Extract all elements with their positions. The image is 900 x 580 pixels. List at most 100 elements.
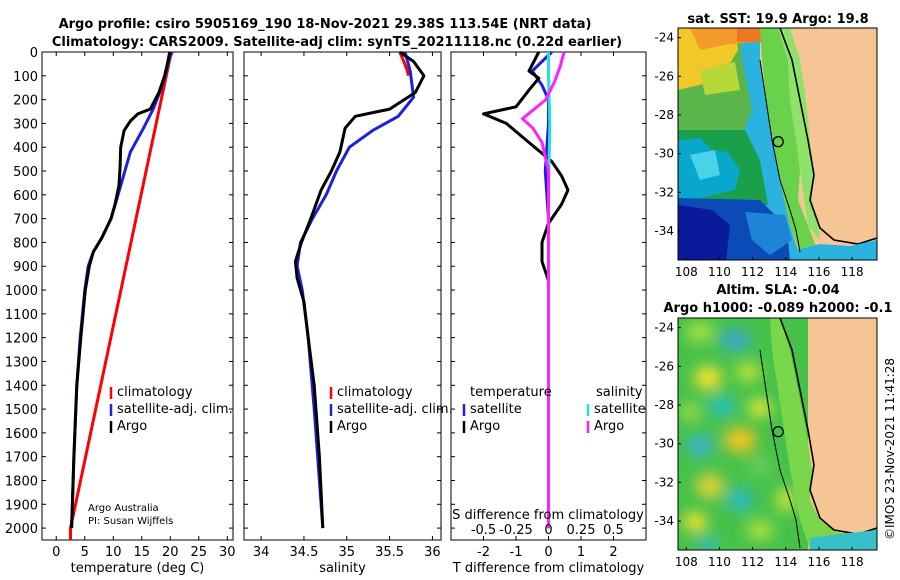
sla-map-frame (677, 317, 878, 551)
s-tick-label: 0.25 (567, 523, 596, 538)
x-tick-label: 25 (191, 545, 208, 560)
y-tick-label: -26 (654, 359, 674, 373)
y-tick-label: 900 (13, 260, 38, 275)
y-tick-label: 1600 (5, 427, 38, 442)
s-tick-label: 0 (544, 523, 552, 538)
y-tick-label: -26 (654, 69, 674, 83)
x-tick-label: 118 (841, 555, 864, 569)
sst-coastline (779, 28, 877, 245)
x-tick-label: 10 (105, 545, 122, 560)
legend-label-t-satellite: satellite (470, 402, 522, 417)
credit-line1: Argo Australia (88, 503, 159, 514)
x-axis-label: T difference from climatology (452, 561, 645, 576)
x-tick-label: -2 (477, 545, 490, 560)
sst-map-image (678, 28, 877, 260)
y-tick-label: -28 (654, 108, 674, 122)
plot-frame (243, 51, 442, 541)
sst-map-title: sat. SST: 19.9 Argo: 19.8 (687, 12, 868, 27)
x-tick-label: 110 (708, 555, 731, 569)
x-tick-label: 112 (741, 265, 764, 279)
s-difference-axis-label: S difference from climatology (452, 508, 644, 523)
legend-label-t-argo: Argo (470, 419, 500, 434)
x-tick-label: -1 (510, 545, 523, 560)
y-tick-label: 1200 (5, 332, 38, 347)
x-tick-label: 114 (774, 555, 797, 569)
y-tick-label: 200 (13, 94, 38, 109)
salinity-panel: 34 34.5 35 35.5 36 salinity (243, 50, 442, 576)
y-tick-label: 1000 (5, 284, 38, 299)
series-line-argo (293, 50, 426, 529)
y-tick-label: 600 (13, 189, 38, 204)
x-tick-label: 108 (675, 265, 698, 279)
y-tick-label: 1100 (5, 308, 38, 323)
x-tick-label: 35.5 (375, 545, 404, 560)
x-tick-label: 0 (544, 545, 552, 560)
y-tick-label: 700 (13, 213, 38, 228)
legend-label-s-satellite: satellite (594, 402, 646, 417)
s-difference-ticks: -0.5 -0.25 0 0.25 0.5 (471, 523, 624, 538)
salinity-legend: climatology satellite-adj. clim. Argo (329, 385, 453, 434)
sla-argo-position-marker (772, 426, 784, 438)
series-line-t-argo (482, 51, 570, 529)
y-tick-label: 400 (13, 141, 38, 156)
y-tick-label: -34 (654, 224, 674, 238)
y-tick-label: -28 (654, 398, 674, 412)
x-tick-label: 34.5 (289, 545, 318, 560)
sst-map-ticks: 108 110 112 114 116 118 -24 -26 -28 -30 -32 -34 (654, 31, 863, 279)
y-tick-label: -30 (654, 147, 674, 161)
y-tick-label: 100 (13, 70, 38, 85)
imos-timestamp: ©IMOS 23-Nov-2021 11:41:28 (883, 358, 897, 540)
legend-label-s-argo: Argo (594, 419, 624, 434)
sst-argo-position-marker (772, 136, 784, 148)
series-line-climatology (398, 51, 410, 77)
y-tick-label: 1700 (5, 451, 38, 466)
y-tick-label: 0 (30, 46, 38, 61)
difference-legend: temperature satellite Argo salinity sate… (462, 385, 646, 434)
sla-bathymetry-contour (759, 349, 801, 549)
y-tick-label: -34 (654, 514, 674, 528)
y-tick-label: 1400 (5, 379, 38, 394)
x-tick-label: 15 (134, 545, 151, 560)
x-tick-label: 112 (741, 555, 764, 569)
y-tick-label: 300 (13, 117, 38, 132)
difference-panel: -2 -1 0 1 2T difference from climatology (450, 50, 647, 576)
figure-title-line1: Argo profile: csiro 5905169_190 18-Nov-2… (59, 17, 592, 32)
x-axis-label: temperature (deg C) (71, 561, 205, 576)
y-tick-label: -32 (654, 185, 674, 199)
x-tick-label: 35 (339, 545, 356, 560)
sla-map-title-line1: Altim. SLA: -0.04 (716, 283, 839, 298)
sla-coastline (779, 318, 877, 535)
figure-title-line2: Climatology: CARS2009. Satellite-adj cli… (52, 35, 622, 50)
s-tick-label: 0.5 (603, 523, 624, 538)
y-tick-label: 2000 (5, 522, 38, 537)
sst-bathymetry-contour (759, 59, 801, 253)
legend-title-temperature: temperature (470, 385, 552, 400)
x-tick-label: 114 (774, 265, 797, 279)
y-tick-label: 1500 (5, 403, 38, 418)
y-tick-label: -32 (654, 475, 674, 489)
x-tick-label: 30 (219, 545, 236, 560)
x-tick-label: 0 (52, 545, 60, 560)
x-tick-label: 108 (675, 555, 698, 569)
x-tick-label: 116 (808, 265, 831, 279)
x-tick-label: 34 (253, 545, 270, 560)
y-tick-label: -24 (654, 321, 674, 335)
x-tick-label: 2 (609, 545, 617, 560)
temperature-panel: 0100200300400500600700800900100011001200… (5, 46, 236, 576)
series-line-argo (70, 51, 172, 529)
sla-map-image (678, 318, 877, 550)
legend-label-climatology: climatology (117, 385, 193, 400)
legend-label-argo: Argo (337, 419, 367, 434)
x-tick-label: 36 (424, 545, 441, 560)
y-tick-label: 1300 (5, 355, 38, 370)
y-tick-label: 800 (13, 236, 38, 251)
s-tick-label: -0.25 (499, 523, 533, 538)
series-line-s-argo (521, 51, 566, 529)
x-tick-label: 116 (808, 555, 831, 569)
x-tick-label: 1 (577, 545, 585, 560)
sst-warm-patch (737, 28, 762, 42)
x-tick-label: 20 (162, 545, 179, 560)
legend-label-climatology: climatology (337, 385, 413, 400)
plot-frame (41, 51, 234, 541)
